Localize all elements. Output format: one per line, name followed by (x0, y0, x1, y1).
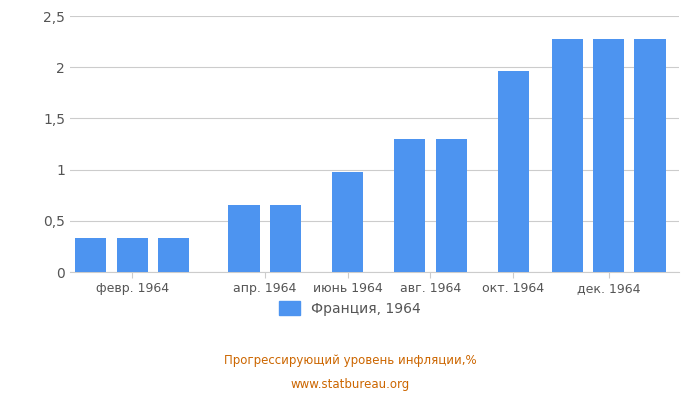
Bar (552, 38, 582, 272)
Bar (634, 38, 666, 272)
Bar (158, 238, 189, 272)
Bar (228, 206, 260, 272)
Bar (332, 172, 363, 272)
Legend: Франция, 1964: Франция, 1964 (274, 295, 426, 321)
Bar (75, 238, 106, 272)
Bar (270, 206, 301, 272)
Bar (394, 139, 426, 272)
Bar (435, 139, 467, 272)
Bar (593, 38, 624, 272)
Bar (117, 238, 148, 272)
Text: www.statbureau.org: www.statbureau.org (290, 378, 410, 391)
Text: Прогрессирующий уровень инфляции,%: Прогрессирующий уровень инфляции,% (224, 354, 476, 367)
Bar (498, 71, 528, 272)
